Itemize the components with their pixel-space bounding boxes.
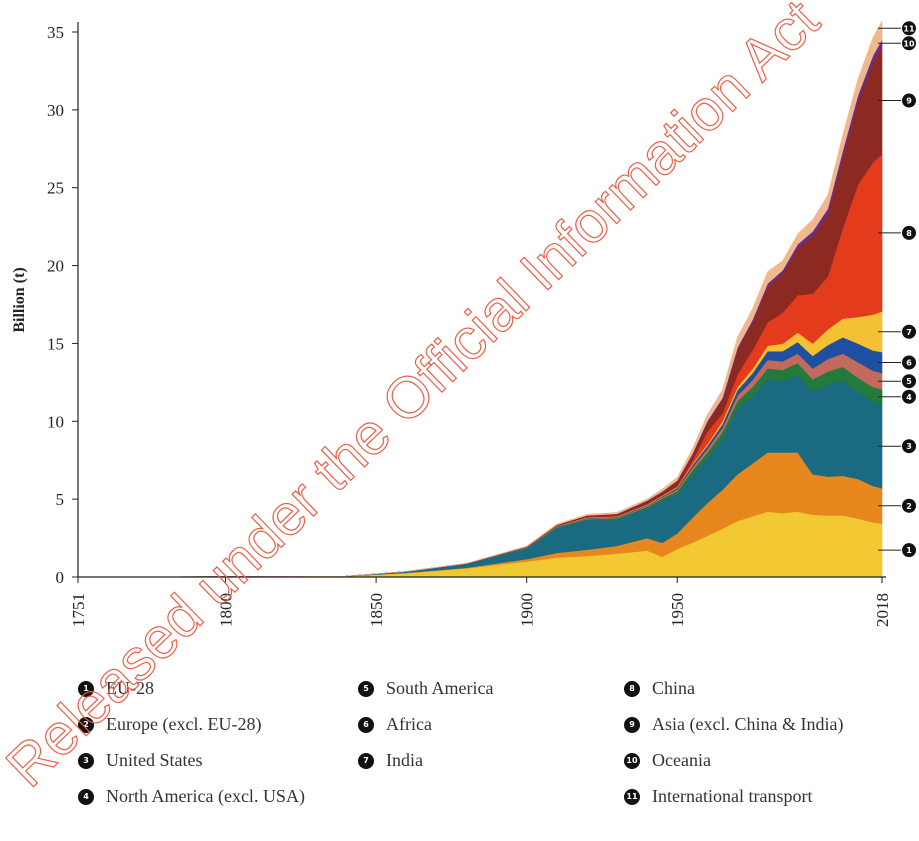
- legend-label: EU-28: [106, 678, 154, 698]
- legend-badge: 6: [358, 716, 374, 733]
- legend-badge: 8: [624, 680, 640, 697]
- legend-item: 2 Europe (excl. EU-28): [78, 714, 261, 735]
- legend-badge: 4: [78, 788, 94, 805]
- marker-number: 8: [906, 229, 912, 238]
- y-tick-label: 0: [56, 568, 65, 587]
- legend-item: 9 Asia (excl. China & India): [624, 714, 843, 735]
- marker-badge: [902, 355, 916, 370]
- chart-axes: 0 5 10 15 20 25 30 35 1751 1800 1850 1900 1950 2018: [47, 22, 892, 627]
- y-tick-label: 30: [47, 101, 64, 120]
- marker-badge: [902, 36, 916, 51]
- x-tick-label: 1950: [668, 593, 687, 627]
- legend-label: India: [386, 750, 423, 770]
- marker-number: 7: [906, 328, 912, 337]
- marker-badge: [902, 324, 916, 339]
- marker-badge: [902, 543, 916, 558]
- legend-item: 7 India: [358, 750, 423, 771]
- legend-badge: 5: [358, 680, 374, 697]
- x-tick-label: 1850: [367, 593, 386, 627]
- legend-item: 1 EU-28: [78, 678, 154, 699]
- marker-badge: [902, 498, 916, 513]
- legend-badge: 1: [78, 680, 94, 697]
- legend-item: 6 Africa: [358, 714, 432, 735]
- area-international-transport: [77, 20, 883, 578]
- legend-item: 5 South America: [358, 678, 493, 699]
- legend-label: North America (excl. USA): [106, 786, 305, 806]
- legend-label: Africa: [386, 714, 432, 734]
- legend-badge: 3: [78, 752, 94, 769]
- legend: 1 EU-28 2 Europe (excl. EU-28) 3 United State…: [0, 668, 919, 838]
- y-tick-label: 25: [47, 179, 64, 198]
- x-tick-label: 2018: [873, 593, 892, 627]
- marker-number: 6: [906, 359, 912, 368]
- marker-number: 9: [906, 97, 912, 106]
- legend-badge: 9: [624, 716, 640, 733]
- y-tick-label: 5: [56, 490, 65, 509]
- y-tick-label: 15: [47, 334, 64, 353]
- legend-label: International transport: [652, 786, 813, 806]
- marker-number: 11: [903, 24, 915, 33]
- legend-label: Europe (excl. EU-28): [106, 714, 262, 734]
- x-tick-label: 1900: [518, 593, 537, 627]
- marker-badge: [902, 389, 916, 404]
- legend-item: 10 Oceania: [624, 750, 711, 771]
- y-axis-label: Billion (t): [11, 267, 28, 332]
- marker-badge: [902, 225, 916, 240]
- legend-label: South America: [386, 678, 494, 698]
- series-end-markers: 1 2 3 4 5 6 7 8 9 10 11: [878, 21, 916, 558]
- legend-label: China: [652, 678, 695, 698]
- marker-badge: [902, 93, 916, 108]
- legend-item: 8 China: [624, 678, 695, 699]
- marker-number: 4: [906, 393, 912, 402]
- legend-item: 3 United States: [78, 750, 203, 771]
- legend-label: Asia (excl. China & India): [652, 714, 844, 734]
- legend-badge: 2: [78, 716, 94, 733]
- legend-badge: 7: [358, 752, 374, 769]
- x-tick-label: 1751: [69, 593, 88, 627]
- legend-badge: 11: [624, 788, 640, 805]
- legend-label: Oceania: [652, 750, 711, 770]
- y-tick-label: 20: [47, 257, 64, 276]
- legend-badge: 10: [624, 752, 640, 769]
- legend-item: 4 North America (excl. USA): [78, 786, 305, 807]
- marker-badge: [902, 439, 916, 454]
- y-tick-label: 35: [47, 23, 64, 42]
- marker-number: 10: [903, 39, 915, 48]
- legend-item: 11 International transport: [624, 786, 812, 807]
- marker-number: 5: [906, 377, 912, 386]
- marker-number: 1: [906, 546, 912, 555]
- marker-badge: [902, 374, 916, 389]
- area-eu-28: [77, 511, 883, 578]
- legend-label: United States: [106, 750, 203, 770]
- x-tick-label: 1800: [217, 593, 236, 627]
- marker-badge: [902, 21, 916, 36]
- y-tick-label: 10: [47, 412, 64, 431]
- marker-number: 3: [906, 442, 912, 451]
- marker-number: 2: [906, 502, 912, 511]
- area-layers: [77, 20, 883, 578]
